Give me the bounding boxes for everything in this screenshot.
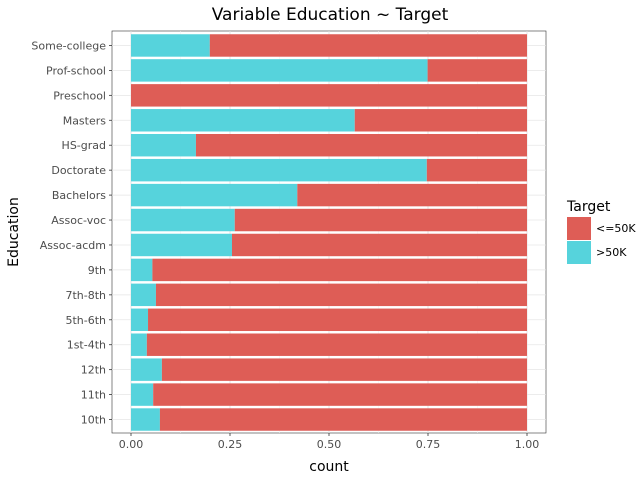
bar->50K [131,383,154,406]
bar-<=50K [146,333,527,356]
y-tick-label: Prof-school [46,64,106,77]
legend-label: >50K [596,246,627,259]
x-axis-title: count [309,459,349,475]
y-tick-label: 12th [81,364,106,377]
bar->50K [131,358,162,381]
bar->50K [131,333,147,356]
x-axis: 0.00 0.25 0.50 0.75 1.00 [119,433,540,451]
bar-<=50K [148,308,527,332]
y-tick-label: 7th-8th [65,289,106,302]
bar-<=50K [297,183,527,207]
bar-<=50K [153,383,527,406]
y-tick-label: Masters [63,114,107,127]
legend-title: Target [566,199,611,215]
x-tick-label: 0.00 [119,438,144,451]
bar-<=50K [195,133,527,157]
y-tick-label: Assoc-voc [51,214,106,227]
bar->50K [131,158,427,182]
y-tick-label: 1st-4th [67,339,106,352]
x-tick-label: 0.50 [317,438,342,451]
x-tick-label: 1.00 [515,438,540,451]
bar->50K [131,308,149,332]
legend-key [567,241,591,264]
legend-label: <=50K [596,222,636,235]
bar-<=50K [427,59,527,82]
y-tick-label: HS-grad [62,139,106,152]
bar->50K [131,258,153,282]
legend-key [567,217,591,240]
y-tick-label: 5th-6th [65,314,106,327]
bar->50K [131,208,235,232]
bar-<=50K [159,408,527,431]
bar-<=50K [209,34,527,57]
bar->50K [131,408,160,431]
bar-<=50K [234,208,527,232]
bar->50K [131,133,196,157]
legend: Target <=50K >50K [566,199,636,264]
bar-<=50K [152,258,527,282]
chart-title: Variable Education ~ Target [212,5,449,25]
bar->50K [131,233,232,257]
y-tick-label: Preschool [53,89,106,102]
y-tick-label: 10th [81,414,106,427]
bar-<=50K [231,233,528,257]
y-tick-label: 11th [81,389,106,402]
y-tick-label: Some-college [31,39,106,52]
y-tick-label: Bachelors [52,189,106,202]
bar-<=50K [426,158,527,182]
y-tick-label: 9th [88,264,106,277]
bar-<=50K [354,109,527,132]
bars [131,34,528,431]
bar->50K [131,183,298,207]
bar->50K [131,109,355,132]
bar->50K [131,59,428,82]
x-tick-label: 0.25 [218,438,243,451]
bar->50K [131,34,210,57]
y-axis: Some-college Prof-school Preschool Masters H… [31,39,112,427]
y-tick-label: Assoc-acdm [40,239,106,252]
y-axis-title: Education [6,197,22,267]
bar->50K [131,283,156,307]
bar-<=50K [131,84,527,107]
x-tick-label: 0.75 [416,438,441,451]
bar-<=50K [161,358,527,381]
bar-<=50K [155,283,527,307]
y-tick-label: Doctorate [51,164,106,177]
